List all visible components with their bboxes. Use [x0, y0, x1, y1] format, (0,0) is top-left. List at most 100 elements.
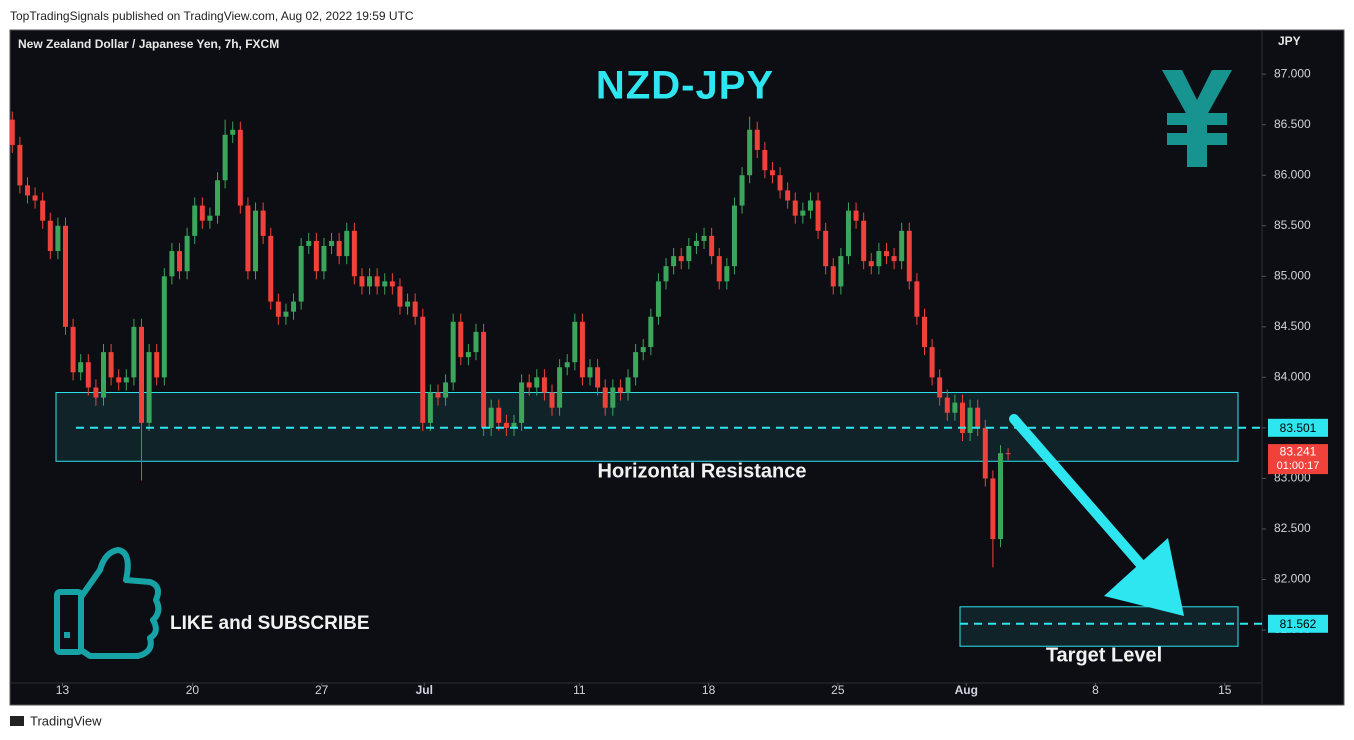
candle-body [275, 301, 281, 317]
candle-body [686, 245, 692, 262]
price-tag-label: 81.562 [1280, 617, 1317, 631]
x-tick-label: 27 [315, 683, 329, 697]
currency-label: JPY [1278, 34, 1301, 48]
candle-body [739, 175, 745, 206]
candle-body [169, 251, 175, 277]
candle-body [785, 190, 791, 201]
symbol-label: New Zealand Dollar / Japanese Yen, 7h, F… [18, 37, 279, 51]
candle-body [982, 427, 988, 479]
candle-body [830, 266, 836, 287]
candle-body [237, 129, 243, 206]
candle-body [215, 180, 221, 216]
candle-body [633, 352, 639, 378]
candle-body [123, 377, 129, 383]
candle-body [85, 362, 91, 388]
candle-body [359, 276, 365, 287]
candle-body [906, 230, 912, 282]
candle-body [427, 392, 433, 423]
candle-body [420, 316, 426, 423]
candle-body [458, 321, 464, 358]
candle-body [70, 326, 76, 373]
candle-body [192, 205, 198, 236]
y-tick-label: 83.000 [1274, 471, 1311, 485]
candle-body [184, 235, 190, 272]
candle-body [55, 225, 61, 252]
y-tick-label: 86.500 [1274, 117, 1311, 131]
candle-body [716, 256, 722, 282]
candle-body [131, 326, 137, 378]
y-tick-label: 82.000 [1274, 572, 1311, 586]
candle-body [663, 266, 669, 282]
candle-body [367, 276, 373, 287]
candle-body [473, 331, 479, 353]
candle-body [32, 195, 38, 201]
level-label: Target Level [1046, 644, 1162, 666]
candle-body [762, 149, 768, 171]
candle-body [503, 422, 509, 428]
chart-title: NZD-JPY [596, 64, 774, 108]
y-tick-label: 85.500 [1274, 218, 1311, 232]
candle-body [382, 281, 388, 287]
candle-body [443, 382, 449, 398]
candle-body [998, 453, 1004, 540]
y-tick-label: 84.000 [1274, 370, 1311, 384]
candle-body [861, 220, 867, 262]
candle-body [62, 225, 68, 327]
last-price-tag [1268, 444, 1328, 475]
candle-body [291, 301, 297, 312]
candle-body [336, 240, 342, 257]
candle-body [230, 129, 236, 135]
level-label: Horizontal Resistance [598, 460, 807, 482]
candle-body [944, 397, 950, 413]
candle-body [678, 256, 684, 262]
candle-body [306, 240, 312, 246]
candle-body [222, 134, 228, 181]
candle-body [929, 347, 935, 378]
candle-body [952, 402, 958, 413]
candle-body [845, 210, 851, 257]
candle-body [397, 286, 403, 307]
candle-body [731, 205, 737, 267]
y-tick-label: 85.000 [1274, 268, 1311, 282]
candle-body [899, 230, 905, 262]
candle-body [24, 185, 30, 196]
x-tick-label: 15 [1218, 683, 1232, 697]
price-tag-label: 83.501 [1280, 421, 1317, 435]
subscribe-note: LIKE and SUBSCRIBE [170, 613, 370, 634]
yen-icon [1162, 70, 1232, 167]
candle-body [534, 377, 540, 388]
candle-body [481, 331, 487, 428]
candle-body [40, 200, 46, 221]
candle-body [792, 200, 798, 216]
countdown-label: 01:00:17 [1277, 460, 1320, 472]
candle-body [602, 387, 608, 408]
candle-body [93, 387, 99, 398]
candle-body [587, 367, 593, 378]
candle-body [351, 230, 357, 277]
candle-body [465, 352, 471, 358]
x-tick-label: 11 [573, 683, 586, 697]
candle-body [610, 387, 616, 408]
candle-body [883, 251, 889, 257]
candle-body [207, 215, 213, 221]
candle-body [146, 352, 152, 423]
candle-body [268, 235, 274, 302]
candle-body [374, 276, 380, 287]
candle-body [959, 402, 965, 433]
candle-body [78, 362, 84, 373]
x-tick-label: 25 [831, 683, 845, 697]
candle-body [701, 235, 707, 241]
candle-body [412, 301, 418, 317]
candle-body [724, 266, 730, 282]
price-tag [1268, 418, 1328, 437]
y-tick-label: 86.000 [1274, 167, 1311, 181]
candle-body [990, 478, 996, 540]
candle-body [344, 230, 350, 257]
candle-body [116, 377, 122, 383]
candle-body [389, 281, 395, 287]
candle-body [450, 321, 456, 383]
y-tick-label: 87.000 [1274, 66, 1311, 80]
candle-body [671, 256, 677, 267]
